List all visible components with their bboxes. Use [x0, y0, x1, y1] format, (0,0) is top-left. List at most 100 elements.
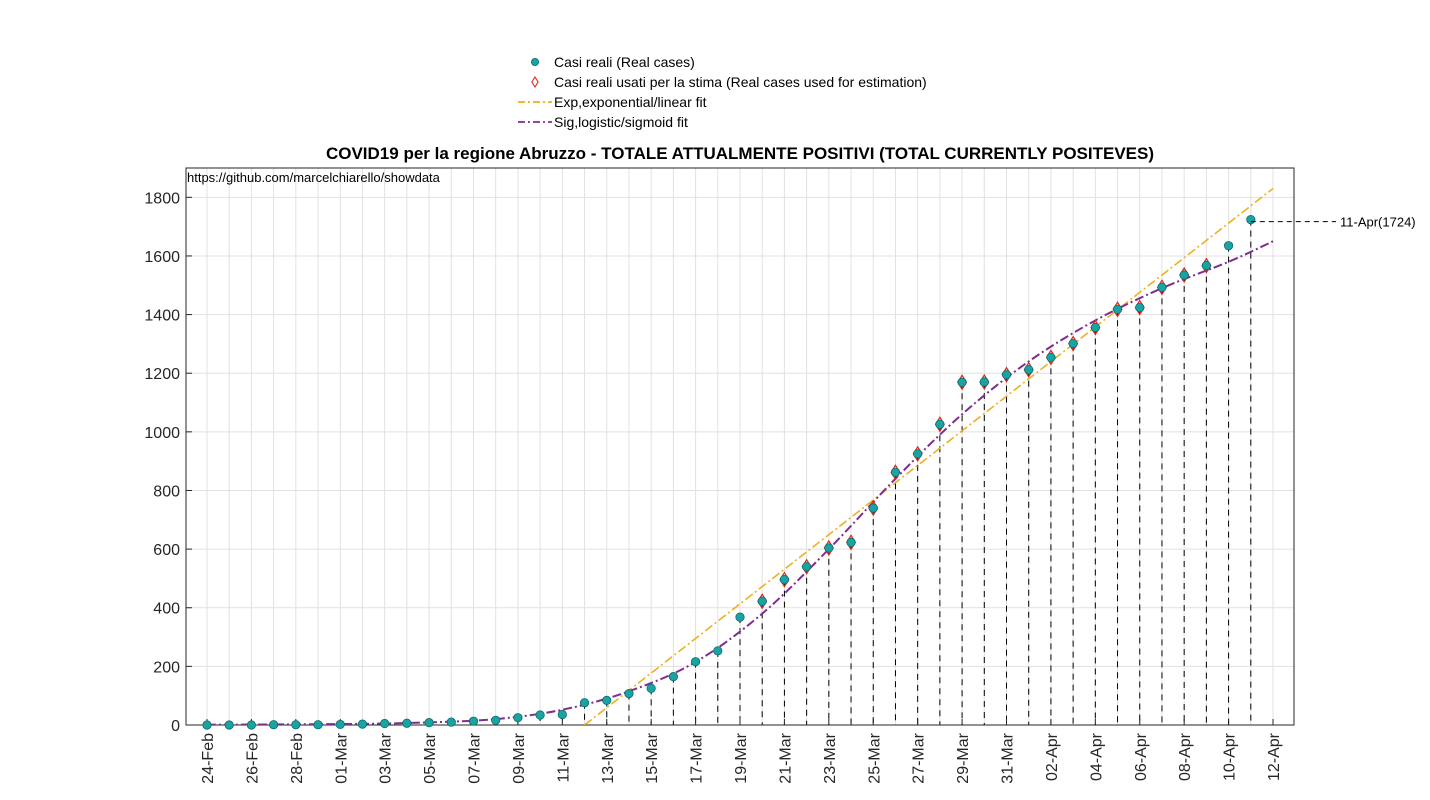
y-tick-label: 800 [153, 483, 180, 500]
legend-entry: Sig,logistic/sigmoid fit [518, 114, 688, 130]
real-case-point [846, 537, 856, 547]
sig-fit-line [206, 240, 1274, 725]
y-tick-label: 600 [153, 542, 180, 559]
x-tick-label: 03-Mar [378, 732, 395, 783]
legend-label: Sig,logistic/sigmoid fit [554, 114, 688, 130]
annotation: 11-Apr(1724) [1250, 215, 1416, 230]
real-case-point [313, 720, 323, 730]
x-tick-label: 02-Apr [1044, 732, 1061, 781]
source-note: https://github.com/marcelchiarello/showd… [187, 170, 441, 185]
y-tick-label: 400 [153, 601, 180, 618]
real-case-point [1135, 302, 1145, 313]
legend-marker [531, 58, 540, 67]
real-case-point [1068, 339, 1078, 349]
x-tick-label: 29-Mar [955, 732, 972, 783]
real-case-point [1223, 241, 1234, 251]
annotation-label: 11-Apr(1724) [1340, 215, 1416, 230]
x-tick-label: 01-Mar [333, 732, 350, 783]
legend: Casi reali (Real cases) Casi reali usati … [518, 54, 927, 130]
fit-lines [206, 187, 1274, 725]
real-case-point [979, 377, 989, 387]
real-case-point [402, 718, 412, 728]
x-tick-label: 11-Mar [555, 732, 572, 782]
x-tick-label: 21-Mar [777, 732, 794, 783]
real-case-point [668, 672, 678, 682]
y-tick-label: 0 [171, 718, 180, 735]
real-case-point [646, 683, 656, 693]
real-case-point [1024, 365, 1034, 375]
y-tick-label: 1000 [144, 425, 180, 442]
y-tick-label: 200 [153, 659, 180, 676]
x-tick-label: 10-Apr [1222, 732, 1239, 781]
legend-entry: Casi reali usati per la stima (Real case… [531, 74, 927, 90]
real-case-point [757, 596, 767, 606]
real-case-point [1201, 261, 1211, 271]
real-case-point [624, 689, 634, 699]
x-tick-label: 12-Apr [1266, 732, 1283, 781]
legend-marker [531, 75, 539, 89]
x-tick-label: 27-Mar [911, 732, 928, 783]
real-case-point [1246, 214, 1256, 225]
real-case-point [1046, 352, 1056, 362]
real-case-point [446, 717, 456, 727]
real-case-point [735, 612, 745, 622]
x-tick-label: 19-Mar [733, 732, 750, 783]
x-tick-label: 24-Feb [200, 733, 217, 784]
chart-title: COVID19 per la regione Abruzzo - TOTALE … [326, 144, 1154, 163]
x-tick-label: 26-Feb [244, 733, 261, 784]
real-case-point [291, 720, 301, 730]
x-tick-label: 17-Mar [689, 732, 706, 783]
real-case-point [424, 718, 434, 728]
real-case-point [579, 698, 590, 708]
real-case-point [1157, 282, 1167, 292]
real-case-point [1001, 370, 1012, 380]
legend-entry: Casi reali (Real cases) [531, 54, 695, 70]
real-case-point [557, 709, 567, 720]
real-case-point [491, 715, 501, 725]
legend-label: Casi reali usati per la stima (Real case… [554, 74, 927, 90]
real-case-point [602, 695, 612, 705]
x-tick-label: 06-Apr [1133, 732, 1150, 781]
exp-fit-line [584, 187, 1274, 725]
real-case-point [690, 657, 701, 667]
x-tick-label: 07-Mar [467, 732, 484, 783]
real-case-point [913, 449, 923, 459]
real-case-point [802, 562, 812, 572]
real-case-point [335, 719, 345, 730]
legend-entry: Exp,exponential/linear fit [518, 94, 707, 110]
y-tick-label: 1400 [144, 308, 180, 325]
real-case-point [380, 718, 390, 729]
x-tick-label: 05-Mar [422, 732, 439, 783]
real-case-point [269, 720, 279, 730]
real-case-point [513, 713, 523, 723]
x-tick-label: 04-Apr [1088, 732, 1105, 781]
real-case-point [957, 377, 967, 387]
legend-label: Exp,exponential/linear fit [554, 94, 707, 110]
x-tick-label: 08-Apr [1177, 732, 1194, 781]
drop-lines [273, 219, 1252, 725]
real-case-point [1179, 270, 1189, 280]
y-tick-label: 1600 [144, 249, 180, 266]
real-case-point [1090, 322, 1100, 333]
real-case-point [357, 719, 368, 729]
x-tick-label: 23-Mar [822, 732, 839, 783]
x-tick-label: 31-Mar [1000, 732, 1017, 783]
x-tick-label: 13-Mar [600, 732, 617, 783]
real-case-point [868, 503, 878, 513]
x-tick-label: 28-Feb [289, 733, 306, 784]
real-case-point [202, 720, 212, 730]
data-points [202, 214, 1256, 730]
real-case-point [535, 710, 545, 720]
real-case-point [713, 646, 723, 656]
x-tick-label: 25-Mar [866, 732, 883, 783]
real-case-point [779, 574, 790, 585]
real-case-point [246, 720, 257, 730]
real-case-point [1112, 304, 1123, 314]
y-tick-label: 1200 [144, 366, 180, 383]
y-tick-label: 1800 [144, 190, 180, 207]
real-case-point [224, 720, 234, 730]
real-case-point [468, 716, 479, 726]
real-case-point [890, 467, 901, 477]
real-case-point [824, 543, 834, 553]
